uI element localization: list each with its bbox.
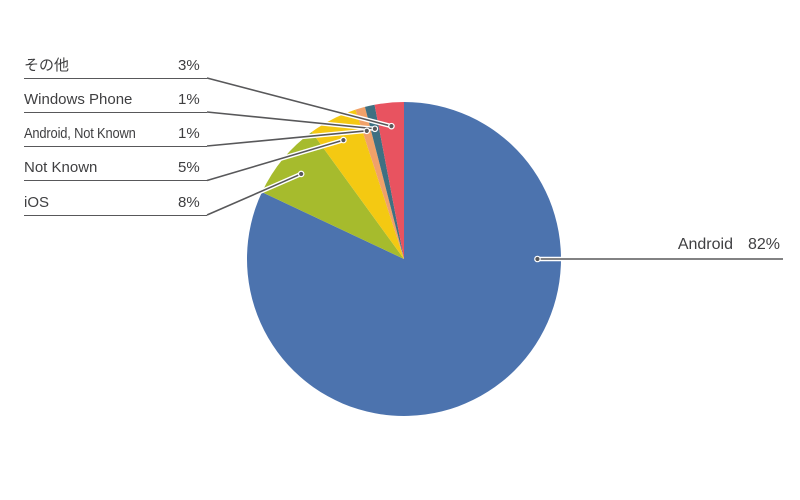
callout-row-others: その他 3% [24,53,207,79]
callout-label: Windows Phone [24,91,133,108]
callout-value: 1% [178,125,200,142]
leader-dot-ios [297,170,305,178]
pie-slice-ios [261,131,404,259]
leader-dot-android-not-known [363,127,371,135]
callout-label: Not Known [24,159,98,176]
callout-value: 1% [178,91,200,108]
leader-dot-windows-phone [371,125,379,133]
callout-value: 8% [178,194,200,211]
leader-line-others [206,77,392,127]
callout-value: 3% [178,57,200,74]
callout-label: Android [677,236,733,253]
pie-slice-others [374,102,404,259]
leader-dot-others [388,122,395,130]
leader-dot-android [534,255,541,263]
pie-slice-android [246,102,561,416]
leader-dot-not-known [340,136,347,144]
pie-slice-windows-phone [364,104,404,259]
leader-line-ios [206,173,302,216]
callout-value: 82% [747,236,780,253]
pie-slice-not-known [311,109,404,260]
callout-value: 5% [178,159,200,176]
leader-line-windows-phone [206,111,375,130]
leader-line-not-known [206,139,344,182]
leader-line-android-not-known [206,130,367,147]
callout-row-windows-phone: Windows Phone 1% [24,87,207,113]
callout-label: Android, Not Known [24,125,136,142]
callout-row-android-not-known: Android, Not Known 1% [24,121,207,147]
callout-label: その他 [24,57,70,74]
callout-row-ios: iOS 8% [24,190,207,216]
callout-row-not-known: Not Known 5% [24,155,207,181]
pie-slice-android-not-known [355,106,404,260]
callout-label: iOS [24,194,50,211]
callout-row-android: Android 82% [580,233,780,257]
